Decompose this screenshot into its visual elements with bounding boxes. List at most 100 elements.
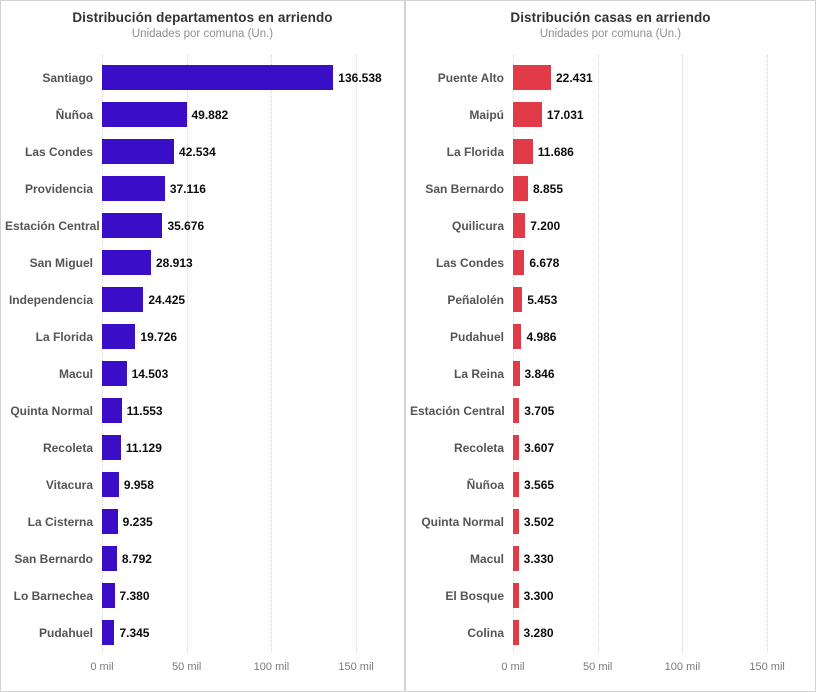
bar[interactable]: [513, 361, 520, 386]
bar-row: Maipú 17.031: [410, 96, 801, 133]
bar[interactable]: [102, 361, 127, 386]
bar-track: 14.503: [102, 361, 390, 386]
bar[interactable]: [513, 287, 523, 312]
bar-track: 136.538: [102, 65, 390, 90]
category-label: Providencia: [24, 181, 93, 196]
bar-row: Pudahuel 4.986: [410, 318, 801, 355]
value-label: 3.607: [524, 440, 555, 455]
bar-track: 11.129: [102, 435, 390, 460]
bar-track: 42.534: [102, 139, 390, 164]
bar[interactable]: [513, 213, 526, 238]
bar-track: 19.726: [102, 324, 390, 349]
bar-track: 8.792: [102, 546, 390, 571]
bar-row: Vitacura 9.958: [5, 466, 390, 503]
value-label: 37.116: [169, 181, 206, 196]
value-label: 8.792: [121, 551, 152, 566]
bar-row: Macul 14.503: [5, 355, 390, 392]
value-label: 136.538: [338, 70, 382, 85]
chart-subtitle: Unidades por comuna (Un.): [131, 28, 274, 40]
category-label: Pudahuel: [449, 329, 504, 344]
bar[interactable]: [102, 324, 136, 349]
value-label: 14.503: [131, 366, 169, 381]
bar[interactable]: [102, 102, 187, 127]
value-label: 22.431: [556, 70, 593, 85]
bar[interactable]: [513, 546, 519, 571]
value-label: 3.502: [523, 514, 554, 529]
chart-casas-en-arriendo: Distribución casas en arriendo Unidades …: [405, 0, 816, 692]
category-label: Macul: [58, 366, 93, 381]
value-label: 42.534: [179, 144, 216, 159]
bar[interactable]: [102, 287, 144, 312]
value-label: 7.380: [119, 588, 150, 603]
bar-row: Ñuñoa 3.565: [410, 466, 801, 503]
bar[interactable]: [102, 472, 119, 497]
chart-subtitle: Unidades por comuna (Un.): [539, 28, 682, 40]
category-label: San Miguel: [29, 255, 93, 270]
bar[interactable]: [513, 509, 519, 534]
category-label: Recoleta: [42, 440, 93, 455]
bar[interactable]: [513, 583, 519, 608]
bar[interactable]: [513, 472, 520, 497]
bar[interactable]: [102, 139, 175, 164]
value-label: 17.031: [546, 107, 584, 122]
category-label: La Cisterna: [27, 514, 93, 529]
bar[interactable]: [102, 250, 151, 275]
value-label: 3.330: [523, 551, 554, 566]
bar-row: Santiago 136.538: [5, 59, 390, 96]
bar[interactable]: [513, 139, 533, 164]
bar-row: Macul 3.330: [410, 540, 801, 577]
bar-track: 8.855: [513, 176, 801, 201]
bar-row: Lo Barnechea 7.380: [5, 577, 390, 614]
bar-row: Peñalolén 5.453: [410, 281, 801, 318]
bar-row: San Bernardo 8.792: [5, 540, 390, 577]
x-axis-tick-label: 0 mil: [501, 661, 525, 673]
bar[interactable]: [102, 583, 115, 608]
gridlines: [513, 55, 801, 653]
category-label: La Florida: [446, 144, 504, 159]
bar-track: 3.565: [513, 472, 801, 497]
category-label: San Bernardo: [425, 181, 504, 196]
bar-track: 7.200: [513, 213, 801, 238]
gridline: [102, 55, 103, 653]
category-label: Maipú: [469, 107, 504, 122]
bar[interactable]: [513, 176, 528, 201]
bar[interactable]: [102, 398, 122, 423]
bar-row: Independencia 24.425: [5, 281, 390, 318]
value-label: 8.855: [533, 181, 564, 196]
bar[interactable]: [102, 176, 165, 201]
category-label: Ñuñoa: [466, 477, 504, 492]
bar[interactable]: [513, 398, 520, 423]
category-label: Quinta Normal: [421, 514, 504, 529]
category-label: San Bernardo: [14, 551, 93, 566]
bar-row: Pudahuel 7.345: [5, 614, 390, 651]
x-axis: 0 mil 50 mil 100 mil 150 mil: [90, 659, 390, 677]
bar-track: 3.705: [513, 398, 801, 423]
bar-track: 4.986: [513, 324, 801, 349]
bar-row: Quinta Normal 11.553: [5, 392, 390, 429]
bar[interactable]: [102, 509, 118, 534]
category-label: Ñuñoa: [55, 107, 93, 122]
value-label: 7.200: [530, 218, 561, 233]
bar[interactable]: [102, 546, 117, 571]
category-label: Independencia: [8, 292, 93, 307]
category-label: La Reina: [453, 366, 504, 381]
bar[interactable]: [513, 620, 519, 645]
bar-track: 3.502: [513, 509, 801, 534]
bar-track: 9.235: [102, 509, 390, 534]
gridline: [356, 55, 358, 653]
bar[interactable]: [102, 620, 115, 645]
bar-track: 22.431: [513, 65, 801, 90]
value-label: 7.345: [119, 625, 150, 640]
bar-track: 24.425: [102, 287, 390, 312]
chart-title: Distribución casas en arriendo: [510, 10, 711, 25]
bar[interactable]: [102, 213, 163, 238]
bar[interactable]: [513, 102, 542, 127]
bar[interactable]: [513, 324, 522, 349]
bar[interactable]: [513, 250, 525, 275]
value-label: 3.300: [523, 588, 554, 603]
bar[interactable]: [513, 435, 520, 460]
bar[interactable]: [102, 435, 121, 460]
bar[interactable]: [102, 65, 334, 90]
bar[interactable]: [513, 65, 551, 90]
bar-row: Quinta Normal 3.502: [410, 503, 801, 540]
